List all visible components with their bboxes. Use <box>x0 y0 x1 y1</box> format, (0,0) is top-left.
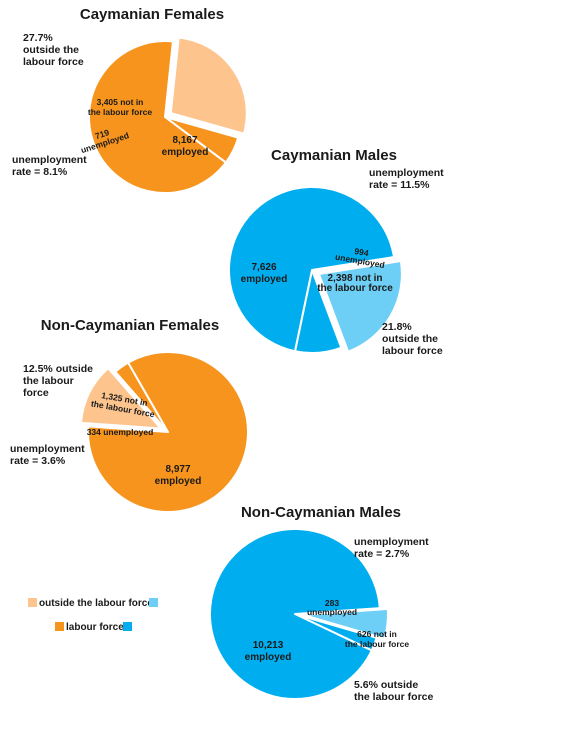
chart-title: Caymanian Males <box>271 147 397 164</box>
pie-slice-2-employed <box>228 186 395 353</box>
pie-slice-3-not-in-the-labour-force <box>80 367 162 430</box>
pie-slice-1-employed <box>88 40 227 194</box>
slice-label-employed: 8,167 employed <box>162 135 209 158</box>
pie-slice-3-employed <box>87 351 249 513</box>
pie-slice-4-not-in-the-labour-force <box>301 607 389 640</box>
chart-title: Non-Caymanian Females <box>41 317 219 334</box>
legend-labour-label: labour force <box>66 622 124 633</box>
slice-label-employed: 7,626 employed <box>241 262 288 285</box>
unemployment-rate-note: unemployment rate = 8.1% <box>12 154 87 178</box>
pie-slice-1-not-in-the-labour-force <box>169 36 248 135</box>
outside-pct-note: 5.6% outside the labour force <box>354 679 434 703</box>
unemployment-rate-note: unemployment rate = 11.5% <box>369 167 444 191</box>
outside-pct-note: 12.5% outside the labour force <box>23 363 93 399</box>
slice-label-employed: 8,977 employed <box>155 464 202 487</box>
pies-layer <box>80 36 403 700</box>
legend-swatch-female-outside <box>28 598 37 607</box>
legend-outside-label: outside the labour force <box>39 598 153 609</box>
unemployment-rate-note: unemployment rate = 2.7% <box>354 536 429 560</box>
outside-pct-note: 21.8% outside the labour force <box>382 321 443 357</box>
labels-layer: Caymanian Females 27.7% outside the labour … <box>10 6 444 703</box>
chart-title: Caymanian Females <box>80 6 224 23</box>
chart-title: Non-Caymanian Males <box>241 504 401 521</box>
slice-label-not-in-labour-force: 626 not in the labour force <box>345 629 410 649</box>
unemployment-rate-note: unemployment rate = 3.6% <box>10 443 85 467</box>
legend: outside the labour force labour force <box>28 598 158 633</box>
legend-swatch-male-labour <box>123 622 132 631</box>
slice-label-unemployed: 334 unemployed <box>87 427 154 437</box>
legend-swatch-male-outside <box>149 598 158 607</box>
slice-label-employed: 10,213 employed <box>245 640 292 663</box>
slice-label-unemployed: 283 unemployed <box>307 598 357 617</box>
outside-pct-note: 27.7% outside the labour force <box>23 32 84 68</box>
legend-swatch-female-labour <box>55 622 64 631</box>
pie-slice-4-employed <box>209 528 381 700</box>
pie-slice-2-not-in-the-labour-force <box>317 260 403 353</box>
slice-label-not-in-labour-force: 3,405 not in the labour force <box>88 97 153 117</box>
slice-label-not-in-labour-force: 2,398 not in the labour force <box>317 273 393 294</box>
